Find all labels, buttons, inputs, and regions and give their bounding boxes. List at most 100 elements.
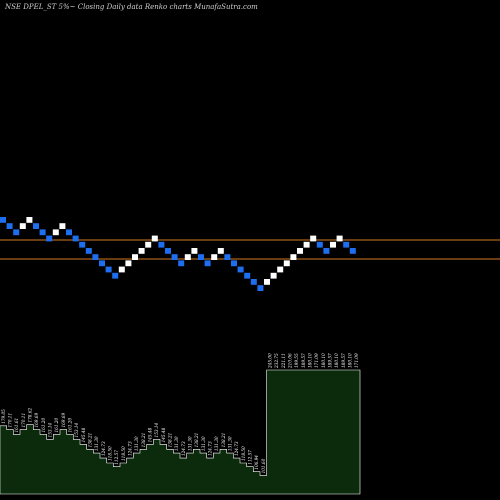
renko-brick-down [105, 266, 112, 273]
renko-brick-down [257, 285, 264, 291]
volume-label: 145.48 [148, 427, 153, 442]
renko-brick-up [26, 217, 33, 223]
renko-brick-down [165, 248, 171, 254]
renko-brick-down [204, 260, 211, 267]
volume-label: 221.11 [281, 353, 286, 369]
volume-label: 180.10 [348, 353, 353, 368]
renko-brick-down [85, 248, 92, 254]
renko-brick-down [349, 248, 356, 254]
renko-brick-up [217, 248, 224, 254]
renko-brick-up [336, 235, 343, 242]
volume-label: 145.48 [81, 427, 86, 442]
volume-label: 101.60 [261, 458, 266, 473]
volume-label: 232.75 [274, 353, 279, 369]
volume-label: 180.10 [334, 353, 339, 368]
renko-brick-up [59, 223, 66, 229]
renko-brick-up [264, 279, 270, 285]
renko-brick-down [92, 254, 99, 260]
renko-brick-down [158, 241, 165, 248]
renko-brick-down [231, 260, 237, 267]
volume-panel: 179.05 170.11 161.61 170.11 178.62 169.69 161.… [0, 353, 361, 495]
volume-label: 106.94 [254, 455, 259, 470]
renko-bricks [0, 217, 356, 291]
volume-label: 112.57 [114, 450, 119, 465]
volume-label: 118.50 [241, 446, 246, 461]
renko-brick-down [79, 241, 86, 248]
volume-label: 118.50 [121, 446, 126, 461]
volume-label: 138.21 [194, 433, 199, 448]
renko-brick-down [244, 272, 251, 279]
renko-brick-up [211, 254, 218, 260]
renko-brick-down [6, 223, 13, 229]
renko-brick-up [283, 260, 290, 267]
renko-brick-down [171, 254, 178, 260]
renko-brick-up [19, 223, 26, 229]
renko-brick-up [151, 235, 158, 242]
renko-brick-up [132, 254, 138, 260]
renko-brick-up [270, 272, 277, 279]
renko-brick-up [138, 248, 145, 254]
renko-brick-down [39, 229, 46, 236]
reference-lines [0, 239, 500, 260]
volume-label: 118.50 [108, 446, 113, 461]
renko-brick-up [330, 241, 336, 248]
volume-label: 180.10 [308, 353, 313, 368]
renko-brick-down [178, 260, 185, 267]
volume-label: 153.14 [154, 422, 159, 437]
renko-brick-down [316, 241, 323, 248]
renko-brick-up [145, 241, 152, 248]
renko-brick-down [250, 279, 257, 285]
volume-label: 189.57 [328, 353, 333, 368]
renko-brick-down [343, 241, 350, 248]
volume-label: 124.73 [208, 441, 213, 456]
volume-label: 124.73 [181, 441, 186, 456]
volume-label: 161.20 [41, 417, 46, 432]
renko-brick-up [191, 248, 198, 254]
volume-label: 124.73 [234, 441, 239, 456]
volume-label: 131.30 [174, 436, 179, 451]
volume-label: 161.61 [14, 418, 19, 433]
volume-label: 199.55 [294, 353, 299, 368]
volume-label: 171.09 [314, 353, 319, 368]
volume-label: 245.00 [268, 353, 273, 369]
volume-label: 210.06 [288, 353, 293, 369]
volume-label: 138.21 [221, 433, 226, 448]
renko-brick-up [125, 260, 132, 267]
renko-brick-up [290, 254, 297, 260]
renko-brick-up [303, 241, 310, 248]
renko-brick-up [310, 235, 317, 242]
volume-label: 161.20 [54, 417, 59, 432]
volume-label: 131.30 [94, 436, 99, 451]
volume-label: 131.30 [201, 436, 206, 451]
volume-label: 138.21 [141, 433, 146, 448]
volume-label: 131.30 [188, 436, 193, 451]
volume-label: 138.21 [88, 433, 93, 448]
renko-brick-down [112, 272, 119, 279]
volume-label: 170.11 [8, 413, 13, 428]
volume-label: 179.05 [1, 409, 6, 424]
volume-label: 189.57 [301, 353, 306, 368]
renko-brick-up [184, 254, 191, 260]
volume-label: 145.48 [161, 427, 166, 442]
volume-label: 161.20 [68, 417, 73, 432]
volume-label: 189.57 [341, 353, 346, 368]
volume-label: 124.73 [101, 441, 106, 456]
chart-title: NSE DPEL_ST 5%~ Closing Daily data Renko… [4, 3, 258, 11]
renko-brick-up [297, 248, 303, 254]
volume-label: 124.73 [128, 441, 133, 456]
renko-brick-down [224, 254, 231, 260]
renko-brick-down [323, 248, 330, 254]
volume-label: 170.11 [21, 413, 26, 428]
volume-label: 131.30 [134, 436, 139, 451]
volume-label: 153.14 [74, 422, 79, 437]
renko-brick-down [72, 235, 79, 242]
volume-label: 169.69 [34, 413, 39, 428]
volume-label: 131.30 [214, 436, 219, 451]
renko-brick-down [66, 229, 72, 236]
volume-label: 178.62 [28, 408, 33, 423]
volume-label: 153.14 [48, 422, 53, 437]
renko-brick-up [118, 266, 125, 273]
volume-label: 112.57 [248, 450, 253, 465]
